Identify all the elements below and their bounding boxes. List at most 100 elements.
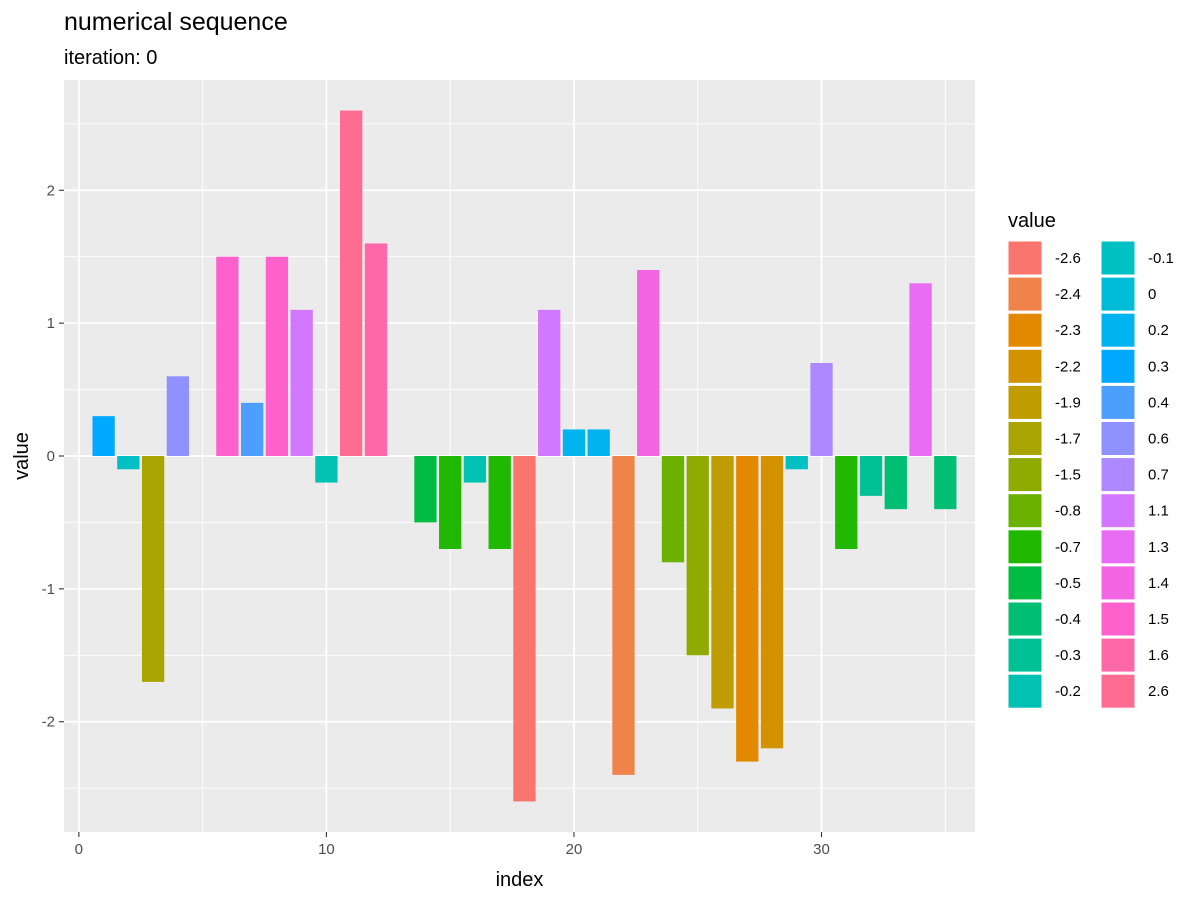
legend-label: 0.4	[1148, 394, 1169, 411]
bar	[488, 456, 511, 550]
legend-label: 1.3	[1148, 539, 1169, 556]
bar	[117, 456, 140, 470]
x-axis: 0 10 20 30	[75, 832, 830, 858]
bar	[859, 456, 883, 496]
bar	[934, 456, 957, 510]
bar	[711, 456, 734, 709]
legend-label: 0.7	[1148, 467, 1169, 484]
legend-swatch	[1007, 601, 1043, 637]
legend-title: value	[1008, 210, 1056, 232]
legend-swatch	[1100, 529, 1136, 565]
legend-swatch	[1007, 457, 1043, 493]
legend-label: -0.1	[1148, 250, 1174, 267]
legend-swatch	[1100, 601, 1136, 637]
bar	[760, 456, 784, 749]
bar	[612, 456, 635, 775]
bar	[587, 429, 610, 456]
legend-label: 0.2	[1148, 322, 1169, 339]
legend-label: -1.9	[1055, 394, 1081, 411]
bars	[92, 110, 957, 802]
x-tick-label: 10	[318, 841, 335, 858]
bar	[364, 243, 388, 456]
legend-label: 0	[1148, 286, 1156, 303]
y-tick-label: -1	[42, 581, 55, 598]
legend-label: 1.4	[1148, 575, 1169, 592]
bar	[785, 456, 808, 470]
legend-swatch	[1007, 637, 1043, 673]
legend-label: -0.8	[1055, 503, 1081, 520]
legend-label: -2.2	[1055, 358, 1081, 375]
y-tick-label: -2	[42, 714, 55, 731]
legend-swatch	[1100, 457, 1136, 493]
bar	[340, 110, 363, 457]
legend-swatch	[1007, 673, 1043, 709]
legend-label: 1.1	[1148, 503, 1169, 520]
bar	[562, 429, 586, 456]
legend-swatch	[1007, 421, 1043, 456]
legend-label: -2.3	[1055, 322, 1081, 339]
bar	[661, 456, 685, 563]
bar	[686, 456, 709, 656]
legend-label: 2.6	[1148, 683, 1169, 700]
bar	[835, 456, 858, 550]
bar	[736, 456, 759, 762]
legend-swatch	[1007, 312, 1043, 348]
x-tick-label: 30	[813, 841, 830, 858]
legend-label: -0.2	[1055, 683, 1081, 700]
legend-swatch	[1100, 673, 1136, 709]
legend-label: -2.4	[1055, 286, 1081, 303]
legend-swatch	[1100, 276, 1136, 312]
legend-swatch	[1007, 276, 1043, 312]
x-axis-title: index	[496, 869, 544, 891]
legend-swatch	[1100, 312, 1136, 348]
bar	[290, 309, 313, 456]
legend-label: -1.7	[1055, 431, 1081, 448]
legend-label: -0.4	[1055, 611, 1081, 628]
bar	[414, 456, 437, 523]
legend-swatch	[1007, 565, 1043, 601]
bar	[513, 456, 536, 802]
legend-swatch	[1100, 637, 1136, 673]
y-axis: -2 -1 0 1 2	[42, 182, 64, 731]
legend-swatch	[1100, 493, 1136, 529]
legend-swatch	[1007, 529, 1043, 565]
legend-label: -2.6	[1055, 250, 1081, 267]
bar	[315, 456, 338, 483]
bar	[92, 416, 115, 456]
bar	[166, 376, 190, 456]
chart-subtitle: iteration: 0	[64, 47, 158, 69]
legend-label: 0.6	[1148, 431, 1169, 448]
legend-swatch	[1100, 421, 1136, 456]
bar	[884, 456, 907, 510]
y-tick-label: 1	[47, 315, 55, 332]
legend-label: 1.5	[1148, 611, 1169, 628]
legend-swatch	[1100, 565, 1136, 601]
bar	[439, 456, 462, 550]
legend-label: -0.3	[1055, 647, 1081, 664]
legend-label: -1.5	[1055, 467, 1081, 484]
x-tick-label: 20	[566, 841, 583, 858]
legend-label: -0.7	[1055, 539, 1081, 556]
legend-swatch	[1100, 384, 1136, 420]
legend-swatch	[1100, 348, 1136, 384]
legend-label: 0.3	[1148, 358, 1169, 375]
y-axis-title: value	[11, 432, 33, 480]
bar	[265, 256, 289, 456]
y-tick-label: 0	[47, 448, 55, 465]
x-tick-label: 0	[75, 841, 83, 858]
legend-swatch	[1007, 493, 1043, 529]
bar	[216, 256, 239, 456]
bar	[241, 402, 264, 456]
legend-swatch	[1100, 240, 1136, 276]
legend: value -2.6 -2.4 -2.3 -2.2 -1.9 -1.7 -1.5 -0.8 -0…	[1007, 210, 1174, 709]
legend-items: -2.6 -2.4 -2.3 -2.2 -1.9 -1.7 -1.5 -0.8 -0.7 -0.5…	[1007, 240, 1174, 709]
legend-swatch	[1007, 348, 1043, 384]
y-tick-label: 2	[47, 182, 55, 199]
bar	[538, 309, 561, 456]
bar	[463, 456, 487, 483]
bar	[637, 269, 660, 456]
legend-label: -0.5	[1055, 575, 1081, 592]
bar	[810, 362, 833, 456]
legend-label: 1.6	[1148, 647, 1169, 664]
